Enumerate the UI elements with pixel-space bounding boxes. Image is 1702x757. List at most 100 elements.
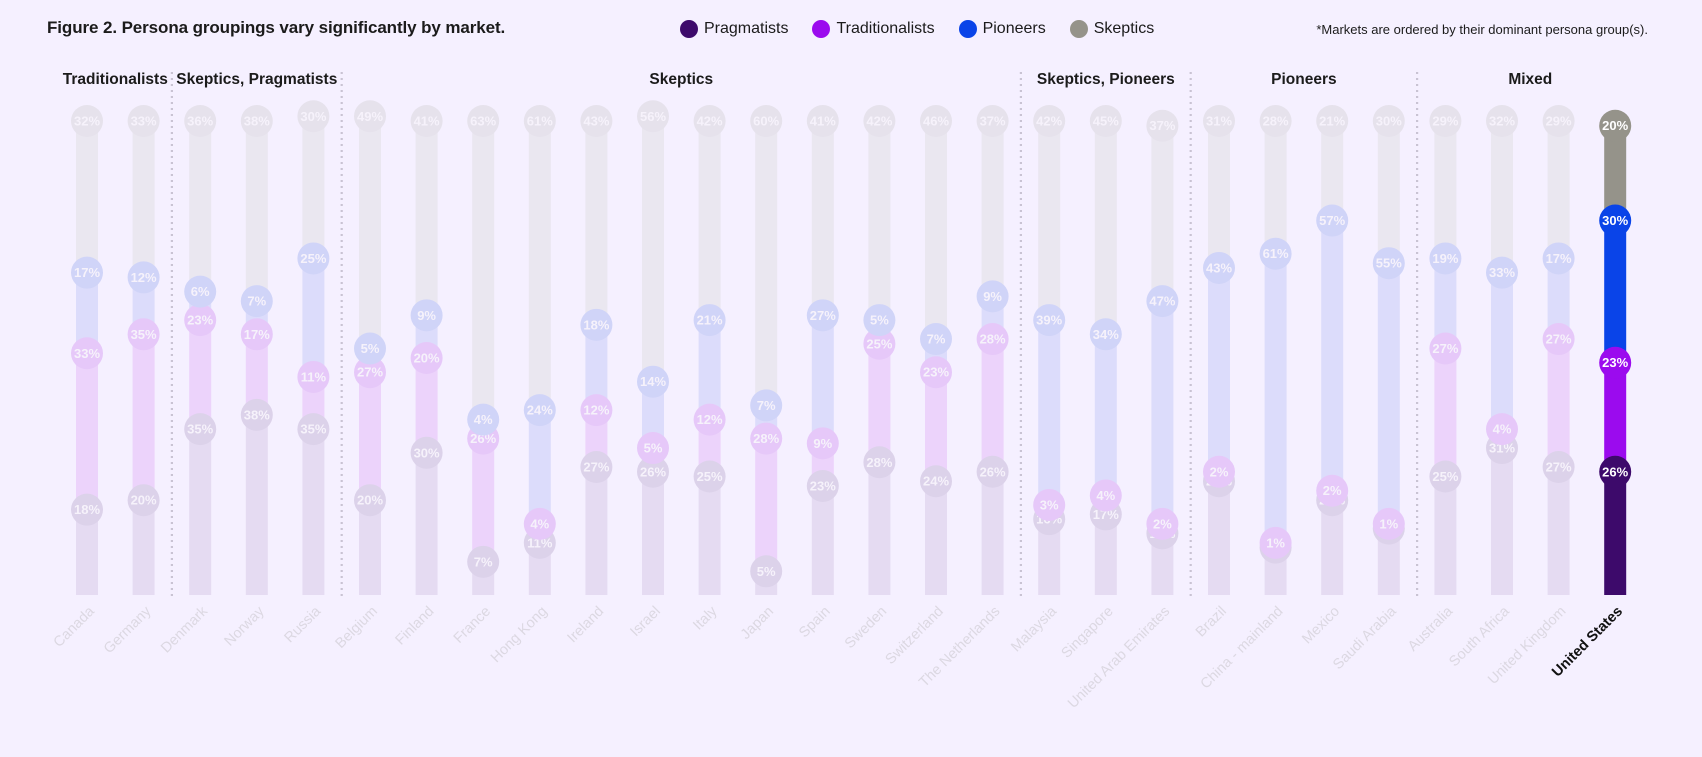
market-bar-hong-kong: 11% 4% 24% 61%	[523, 105, 556, 595]
bar-segment-pragmatists	[359, 500, 381, 595]
data-label-skeptics: 30%	[1376, 114, 1402, 129]
data-label-traditionalists: 2%	[1323, 483, 1342, 498]
data-label-traditionalists: 3%	[1040, 497, 1059, 512]
bar-segment-pioneers	[1434, 258, 1457, 349]
bar-segment-pragmatists	[1377, 528, 1400, 595]
market-bar-sweden: 28% 25% 5% 42%	[863, 105, 896, 595]
data-label-pioneers: 7%	[247, 294, 266, 309]
data-label-pioneers: 25%	[300, 251, 326, 266]
value-marker-pragmatists	[184, 413, 217, 446]
bar-segment-skeptics	[245, 121, 268, 302]
bar-segment-pragmatists	[1038, 519, 1061, 595]
market-bar-italy: 25% 12% 21% 42%	[693, 105, 726, 595]
data-label-skeptics: 49%	[357, 109, 383, 124]
data-label-traditionalists: 28%	[980, 332, 1006, 347]
value-marker-traditionalists	[1372, 507, 1405, 540]
data-label-pioneers: 30%	[1602, 213, 1628, 228]
data-label-skeptics: 60%	[753, 114, 779, 129]
bar-segment-pragmatists	[302, 429, 325, 595]
value-marker-traditionalists	[1316, 474, 1349, 507]
market-bar-germany: 20% 35% 12% 33%	[127, 105, 160, 595]
bar-segment-skeptics	[1377, 121, 1400, 264]
bar-segment-traditionalists	[472, 438, 495, 562]
data-label-pragmatists: 24%	[923, 474, 949, 489]
bar-segment-skeptics	[415, 121, 438, 316]
bar-segment-traditionalists	[755, 438, 778, 572]
bar-segment-pragmatists	[1151, 533, 1174, 595]
data-label-pragmatists: 30%	[414, 445, 440, 460]
bar-segment-pioneers	[1208, 267, 1230, 472]
data-label-skeptics: 45%	[1093, 114, 1119, 129]
value-marker-skeptics	[410, 105, 443, 137]
value-marker-skeptics	[1146, 109, 1179, 142]
market-label-france: France	[451, 604, 494, 647]
value-marker-skeptics	[693, 105, 726, 137]
bar-segment-traditionalists	[189, 320, 212, 430]
bar-segment-pioneers	[1264, 253, 1287, 543]
value-marker-traditionalists	[1429, 332, 1462, 365]
data-label-traditionalists: 27%	[1432, 341, 1458, 356]
data-label-traditionalists: 2%	[1210, 464, 1229, 479]
bar-segment-skeptics	[1434, 121, 1457, 259]
data-label-skeptics: 38%	[244, 114, 270, 129]
value-marker-skeptics	[1259, 105, 1292, 137]
data-label-traditionalists: 2%	[1153, 516, 1172, 531]
data-label-pioneers: 47%	[1149, 294, 1175, 309]
value-marker-pioneers	[1203, 251, 1235, 284]
data-label-traditionalists: 4%	[1096, 488, 1115, 503]
bar-segment-skeptics	[642, 116, 664, 382]
market-bar-ireland: 27% 12% 18% 43%	[580, 105, 613, 595]
legend-label-skeptics: Skeptics	[1093, 20, 1155, 37]
data-label-pragmatists: 26%	[640, 464, 666, 479]
data-label-pragmatists: 27%	[583, 460, 609, 475]
value-marker-traditionalists	[297, 360, 330, 393]
value-marker-pioneers	[637, 365, 669, 398]
bar-segment-traditionalists	[359, 372, 381, 501]
bar-segment-skeptics	[132, 121, 155, 278]
value-marker-skeptics	[1033, 105, 1066, 137]
bar-segment-pragmatists	[1604, 471, 1627, 595]
market-bar-spain: 23% 9% 27% 41%	[806, 105, 839, 595]
value-marker-pragmatists	[1542, 451, 1575, 484]
value-marker-traditionalists	[1089, 479, 1122, 512]
bar-segment-skeptics	[1491, 121, 1513, 273]
data-label-traditionalists: 20%	[414, 351, 440, 366]
bar-segment-pioneers	[585, 324, 608, 411]
data-label-skeptics: 46%	[923, 114, 949, 129]
bar-segment-pragmatists	[925, 481, 947, 595]
market-bar-switzerland: 24% 23% 7% 46%	[920, 105, 952, 595]
value-marker-skeptics	[580, 105, 613, 137]
legend-swatch-traditionalists	[812, 20, 831, 38]
market-bar-finland: 30% 20% 9% 41%	[410, 105, 443, 595]
data-label-pioneers: 9%	[417, 308, 436, 323]
value-marker-pioneers	[523, 394, 556, 427]
data-label-traditionalists: 23%	[187, 313, 213, 328]
data-label-pioneers: 33%	[1489, 265, 1515, 280]
legend-item-traditionalists: Traditionalists	[812, 20, 935, 38]
bar-segment-pragmatists	[1208, 481, 1230, 595]
data-label-traditionalists: 1%	[1379, 516, 1398, 531]
legend-item-pioneers: Pioneers	[958, 20, 1046, 38]
value-marker-pioneers	[184, 275, 217, 308]
value-marker-pragmatists	[71, 493, 103, 526]
value-marker-pragmatists	[1429, 460, 1462, 493]
data-label-pragmatists: 27%	[1546, 460, 1572, 475]
data-label-pragmatists: 7%	[474, 554, 493, 569]
market-label-japan: Japan	[738, 604, 777, 643]
data-label-pioneers: 19%	[1432, 251, 1458, 266]
market-bar-norway: 38% 17% 7% 38%	[240, 105, 273, 595]
data-label-pragmatists: 26%	[980, 464, 1006, 479]
bar-segment-skeptics	[189, 121, 212, 292]
bar-segment-pioneers	[1151, 301, 1174, 524]
bar-segment-pragmatists	[1321, 500, 1344, 595]
data-label-traditionalists: 25%	[866, 336, 892, 351]
data-label-skeptics: 61%	[527, 114, 553, 129]
data-label-pragmatists: 26%	[1602, 464, 1628, 479]
bar-segment-pragmatists	[245, 414, 268, 595]
value-marker-pioneers	[1089, 318, 1122, 351]
data-label-traditionalists: 23%	[923, 365, 949, 380]
value-marker-skeptics	[1542, 105, 1575, 137]
value-marker-traditionalists	[71, 337, 103, 370]
group-label-skeptics-pragmatists: Skeptics, Pragmatists	[176, 71, 337, 88]
data-label-pioneers: 24%	[527, 403, 553, 418]
